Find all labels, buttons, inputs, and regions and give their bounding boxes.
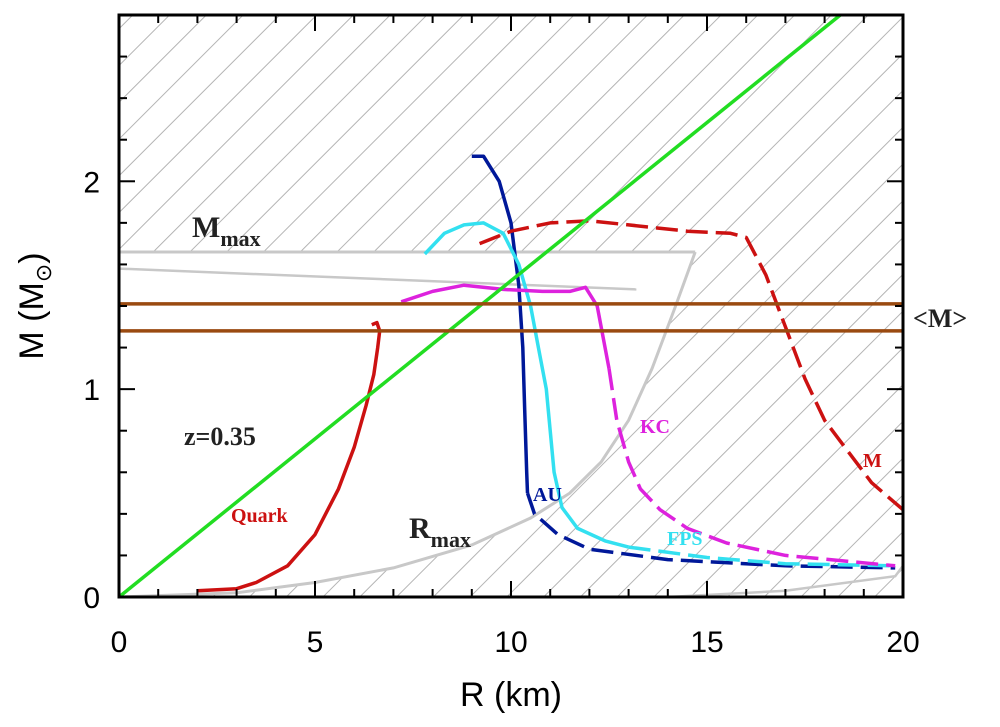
mass-radius-curves	[119, 15, 903, 597]
series-line-kc-5	[400, 283, 611, 369]
x-tick-label: 20	[886, 626, 919, 659]
solar-mass-symbol: ⊙	[31, 264, 56, 282]
hatch-fill	[119, 15, 903, 597]
series-line-fps-3	[423, 221, 630, 549]
x-axis-title: R (km)	[460, 676, 562, 714]
mmax-lower-edge	[119, 267, 637, 291]
annotations: Mmax Rmax z=0.35 <M> Quark AU FPS KC M	[184, 211, 967, 552]
x-tick-label: 0	[111, 626, 128, 659]
m-eos-label: M	[863, 450, 882, 472]
rmax-subscript: max	[431, 527, 471, 552]
x-tick-label: 15	[690, 626, 723, 659]
redshift-label: z=0.35	[184, 422, 256, 451]
series-line-fps-4	[628, 545, 896, 568]
series-line-quark-0	[197, 320, 382, 593]
x-tick-label: 5	[307, 626, 324, 659]
mean-mass-label: <M>	[913, 304, 967, 333]
series-line-m-7	[478, 219, 903, 512]
series-line-au-2	[525, 492, 896, 570]
series-line-z-0-35-8	[119, 15, 842, 597]
au-label: AU	[533, 484, 562, 506]
constraint-curves	[119, 250, 903, 597]
y-tick-label: 0	[83, 582, 100, 615]
mmax-subscript: max	[220, 226, 260, 251]
hatched-excluded-region	[119, 15, 903, 597]
x-tick-label: 10	[494, 626, 527, 659]
quark-label: Quark	[231, 505, 289, 527]
kc-label: KC	[640, 416, 670, 438]
mmax-label: Mmax	[192, 211, 261, 251]
y-axis-title: M (M⊙)	[13, 252, 56, 359]
axis-ticks	[118, 14, 904, 598]
tick-labels: 0 5 10 15 20 0 1 2	[83, 166, 919, 659]
rmax-constraint-curve	[119, 251, 697, 597]
series-line-au-1	[471, 154, 530, 494]
rmax-label: Rmax	[409, 512, 471, 552]
y-tick-label: 1	[83, 374, 100, 407]
series-line-kc-6	[607, 368, 896, 568]
bottom-constraint-edge	[667, 565, 903, 597]
fps-label: FPS	[667, 528, 703, 550]
y-tick-label: 2	[83, 166, 100, 199]
